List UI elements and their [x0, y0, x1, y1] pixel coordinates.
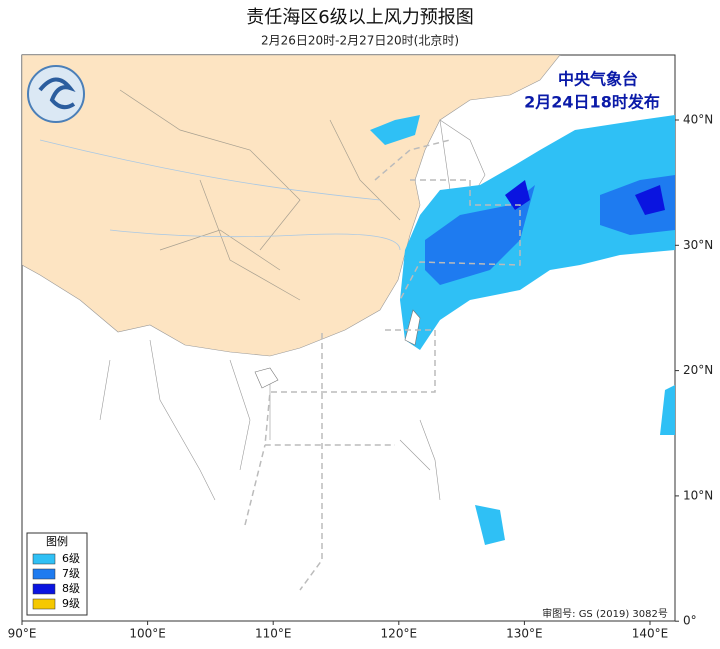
y-label: 0°: [683, 614, 697, 628]
legend-label: 8级: [62, 582, 80, 595]
approval: 审图号: GS (2019) 3082号: [542, 607, 668, 620]
y-labels: 40°N 30°N 20°N 10°N 0°: [675, 113, 713, 628]
map-area: [21, 54, 676, 622]
legend-swatch: [32, 583, 56, 595]
x-labels: 90°E 100°E 110°E 120°E 130°E 140°E: [8, 621, 669, 641]
legend-swatch: [32, 598, 56, 610]
y-label: 10°N: [683, 488, 713, 502]
issuer-time: 2月24日18时发布: [524, 93, 660, 112]
legend-label: 6级: [62, 552, 80, 565]
y-label: 30°N: [683, 238, 713, 252]
legend-swatch: [32, 553, 56, 565]
legend-label: 7级: [62, 567, 80, 580]
legend-label: 9级: [62, 597, 80, 610]
legend-swatch: [32, 568, 56, 580]
title: 责任海区6级以上风力预报图: [246, 7, 473, 28]
x-label: 140°E: [632, 627, 669, 641]
x-label: 110°E: [255, 627, 292, 641]
issuer-name: 中央气象台: [558, 70, 638, 89]
x-label: 130°E: [506, 627, 543, 641]
x-label: 90°E: [8, 627, 37, 641]
legend: 图例 6级 7级 8级 9级: [26, 532, 88, 616]
subtitle: 2月26日20时-2月27日20时(北京时): [261, 34, 459, 48]
x-label: 100°E: [129, 627, 166, 641]
x-label: 120°E: [381, 627, 418, 641]
y-label: 20°N: [683, 363, 713, 377]
y-label: 40°N: [683, 113, 713, 127]
legend-title: 图例: [46, 534, 68, 548]
